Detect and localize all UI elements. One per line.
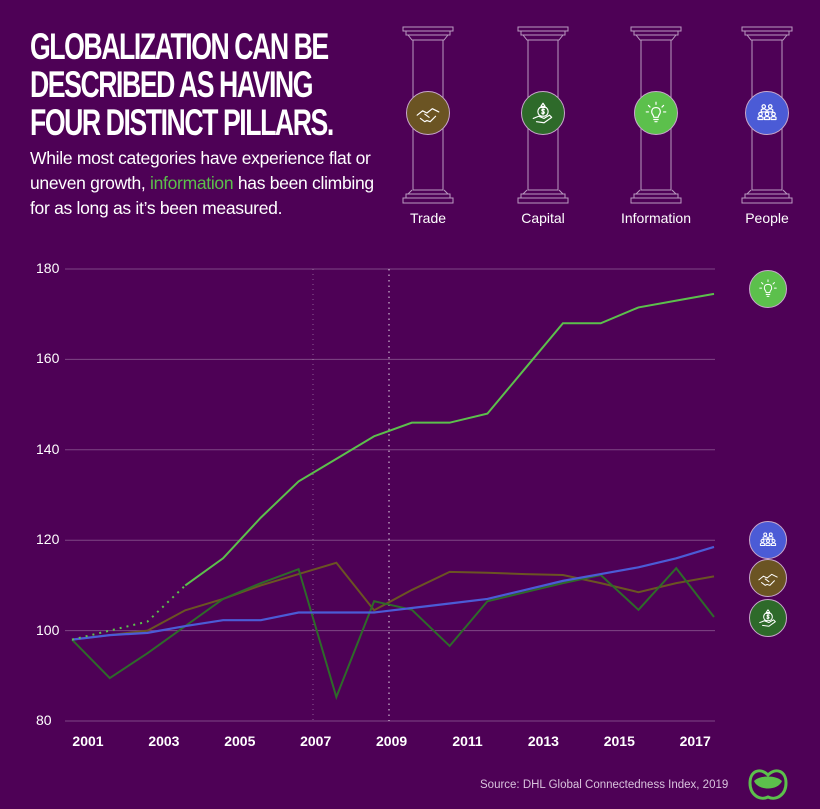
logo-icon: [748, 769, 788, 800]
x-tick-label: 2015: [603, 733, 635, 749]
people-badge: [745, 91, 789, 135]
x-tick-label: 2013: [527, 733, 559, 749]
subtitle-text: While most categories have experience fl…: [30, 148, 371, 193]
source-note: Source: DHL Global Connectedness Index, …: [480, 779, 729, 791]
x-tick-label: 2007: [300, 733, 332, 749]
line-chart: [65, 268, 715, 722]
headline: GLOBALIZATION CAN BE DESCRIBED AS HAVING…: [30, 26, 334, 143]
y-tick-label: 160: [36, 350, 60, 367]
pillar-label-trade: Trade: [409, 210, 447, 226]
money-bag-hand-icon: [532, 102, 553, 124]
x-tick-label: 2003: [148, 733, 180, 749]
subtitle-highlight: information: [150, 173, 234, 193]
lightbulb-icon: [759, 279, 777, 297]
money-bag-hand-icon: [759, 609, 776, 627]
series-people: [71, 545, 715, 641]
y-tick-label: 140: [36, 440, 60, 457]
subtitle-text-end: has been climbing for as long as it’s be…: [30, 173, 374, 218]
y-tick-label: 80: [36, 712, 52, 728]
x-tick-label: 2011: [452, 733, 483, 749]
x-tick-label: 2005: [224, 733, 256, 749]
x-tick-label: 2009: [376, 733, 408, 749]
legend-badge-trade: [749, 559, 787, 597]
people-group-icon: [759, 532, 777, 547]
pillar-label-people: People: [745, 210, 789, 226]
lightbulb-icon: [645, 101, 667, 123]
pillar-label-capital: Capital: [521, 210, 565, 226]
series-trade: [71, 561, 715, 641]
legend-badge-capital: [749, 599, 787, 637]
subtitle: While most categories have experience fl…: [30, 146, 375, 221]
series-information-dotted: [71, 584, 186, 641]
pillar-label-information: Information: [620, 210, 692, 226]
x-tick-label: 2001: [72, 733, 104, 749]
series-information: [184, 292, 715, 587]
series-capital: [71, 566, 715, 701]
handshake-icon: [416, 108, 440, 123]
capital-badge: [521, 91, 565, 135]
information-badge: [634, 91, 678, 135]
people-group-icon: [757, 104, 777, 121]
y-tick-label: 180: [36, 260, 60, 276]
handshake-icon: [758, 573, 778, 586]
y-tick-label: 100: [36, 621, 60, 638]
y-tick-label: 120: [36, 531, 60, 548]
x-tick-label: 2017: [679, 733, 711, 749]
trade-badge: [406, 91, 450, 135]
legend-badge-information: [749, 270, 787, 308]
legend-badge-people: [749, 521, 787, 559]
